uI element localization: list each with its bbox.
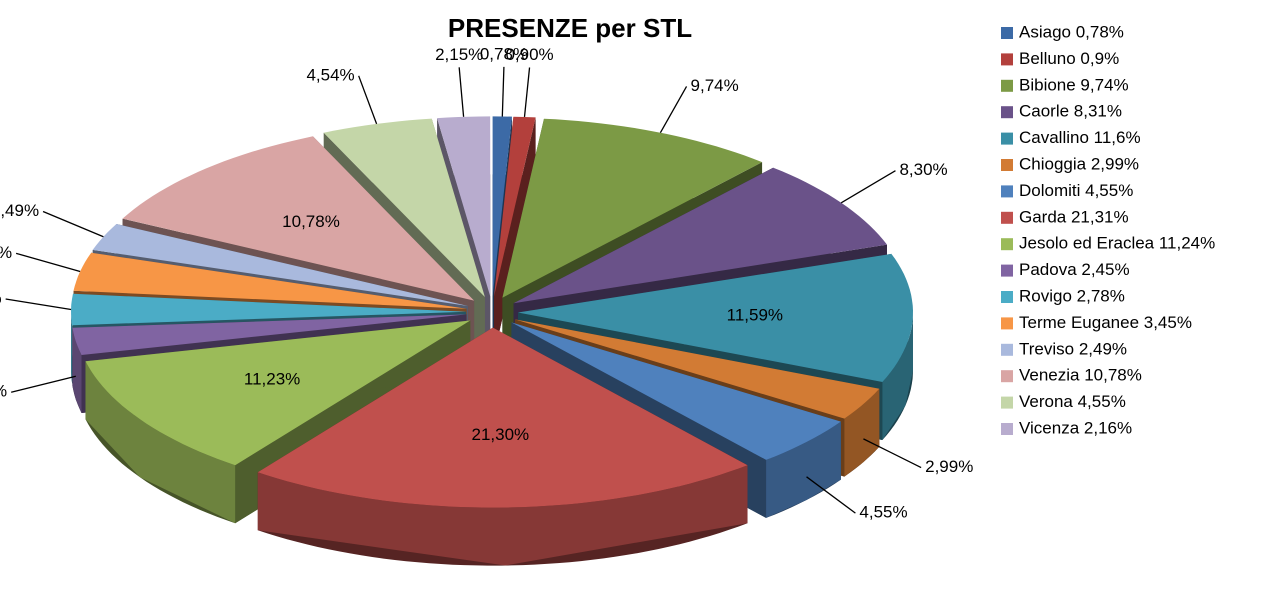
slice — [511, 322, 841, 460]
legend-swatch — [1001, 106, 1013, 119]
legend-label: Venezia 10,78% — [1019, 366, 1142, 385]
leader-line — [523, 67, 531, 118]
data-label: 9,74% — [691, 76, 739, 95]
legend-label: Rovigo 2,78% — [1019, 286, 1125, 305]
legend-swatch — [1001, 53, 1013, 66]
legend-label: Terme Euganee 3,45% — [1019, 313, 1192, 332]
legend-swatch — [1001, 27, 1013, 39]
legend-label: Vicenza 2,16% — [1019, 418, 1132, 437]
leader-line — [840, 170, 896, 204]
data-label: 4,55% — [859, 503, 907, 522]
legend-swatch — [1001, 185, 1013, 198]
slice-edge — [844, 388, 880, 477]
slice — [513, 167, 887, 304]
legend-label: Padova 2,45% — [1019, 260, 1130, 279]
legend-label: Asiago 0,78% — [1019, 22, 1124, 41]
legend-label: Dolomiti 4,55% — [1019, 181, 1133, 200]
slice — [71, 293, 467, 326]
slice — [492, 116, 512, 297]
legend-swatch — [1001, 370, 1013, 383]
data-label: 0,78% — [480, 44, 528, 63]
chart-title: PRESENZE per STL — [448, 13, 692, 43]
slice — [323, 118, 485, 297]
legend-swatch — [1001, 264, 1013, 277]
data-label: 2,78% — [0, 288, 2, 307]
slice — [494, 116, 536, 297]
slice — [92, 224, 469, 306]
legend-label: Verona 4,55% — [1019, 392, 1126, 411]
legend-swatch — [1001, 396, 1013, 409]
slice-edge — [257, 465, 748, 566]
legend-label: Jesolo ed Eraclea 11,24% — [1019, 234, 1215, 253]
legend-label: Chioggia 2,99% — [1019, 154, 1139, 173]
slice-edge — [882, 312, 913, 440]
data-label: 2,49% — [0, 201, 39, 220]
leader-line — [458, 67, 465, 117]
legend-label: Cavallino 11,6% — [1019, 128, 1141, 147]
leader-line — [10, 375, 76, 393]
legend-swatch — [1001, 159, 1013, 171]
legend-swatch — [1001, 291, 1013, 303]
legend-label: Bibione 9,74% — [1019, 75, 1129, 94]
slice — [122, 136, 475, 301]
legend-swatch — [1001, 211, 1013, 224]
slice — [85, 320, 471, 466]
legend-swatch — [1001, 343, 1013, 356]
legend-label: Treviso 2,49% — [1019, 339, 1127, 358]
legend-swatch — [1001, 317, 1013, 330]
slice — [72, 314, 467, 355]
slice-edge — [766, 421, 841, 518]
leader-line — [15, 252, 81, 273]
slice — [437, 116, 491, 297]
data-label: 11,23% — [244, 369, 300, 388]
slice — [517, 253, 913, 382]
data-label: 0,90% — [505, 45, 553, 64]
legend-swatch — [1001, 79, 1013, 92]
data-label: 4,54% — [306, 65, 354, 84]
leader-line — [42, 210, 104, 238]
legend-label: Garda 21,31% — [1019, 207, 1129, 226]
slice-edge — [85, 361, 236, 524]
data-label: 11,59% — [727, 305, 783, 324]
data-label: 8,30% — [899, 160, 947, 179]
leader-line — [501, 66, 505, 117]
legend-swatch — [1001, 132, 1013, 145]
leader-line — [5, 298, 72, 311]
slice-edge — [71, 311, 73, 384]
legend-label: Caorle 8,31% — [1019, 102, 1122, 121]
data-label: 2,99% — [925, 457, 973, 476]
slice-edge — [72, 327, 82, 413]
leader-line — [358, 75, 378, 125]
data-label: 2,15% — [435, 45, 483, 64]
data-label: 10,78% — [282, 212, 340, 231]
slice — [73, 252, 467, 309]
data-label: 3,45% — [0, 243, 12, 262]
leader-line — [806, 476, 856, 514]
slice — [502, 118, 763, 298]
slice — [257, 327, 748, 508]
legend-label: Belluno 0,9% — [1019, 49, 1119, 68]
legend-swatch — [1001, 423, 1013, 435]
leader-line — [863, 438, 922, 469]
data-label: 2,44% — [0, 382, 7, 401]
legend-swatch — [1001, 238, 1013, 251]
slice — [514, 319, 880, 419]
leader-line — [659, 86, 688, 134]
data-label: 21,30% — [472, 425, 530, 444]
